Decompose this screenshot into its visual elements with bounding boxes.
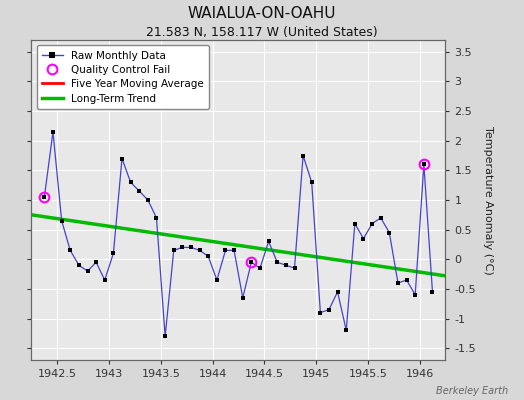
- Legend: Raw Monthly Data, Quality Control Fail, Five Year Moving Average, Long-Term Tren: Raw Monthly Data, Quality Control Fail, …: [37, 45, 209, 109]
- Text: 21.583 N, 158.117 W (United States): 21.583 N, 158.117 W (United States): [146, 26, 378, 39]
- Text: Berkeley Earth: Berkeley Earth: [436, 386, 508, 396]
- Text: WAIALUA-ON-OAHU: WAIALUA-ON-OAHU: [188, 6, 336, 21]
- Y-axis label: Temperature Anomaly (°C): Temperature Anomaly (°C): [483, 126, 493, 274]
